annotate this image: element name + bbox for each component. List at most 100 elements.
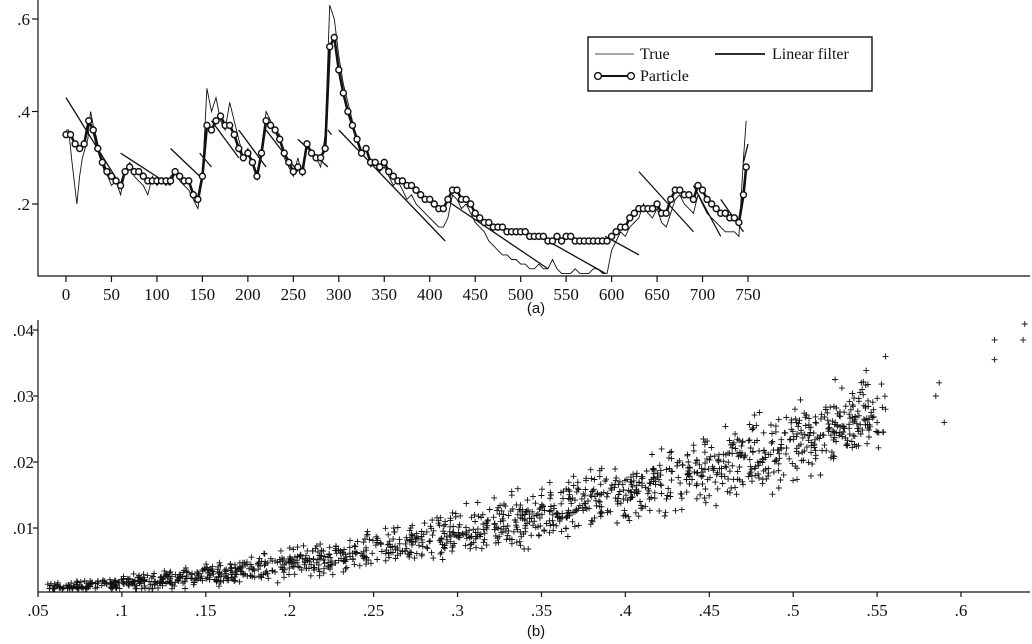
scatter-point bbox=[413, 550, 420, 557]
series-particle-point bbox=[135, 167, 143, 176]
panel-b-x-tick-label: .5 bbox=[787, 601, 800, 620]
legend-particle-marker-left bbox=[593, 71, 603, 81]
scatter-point bbox=[740, 454, 747, 461]
scatter-point bbox=[360, 539, 367, 546]
series-particle-point bbox=[194, 195, 202, 204]
scatter-point bbox=[809, 461, 816, 467]
scatter-point bbox=[775, 467, 782, 474]
panel-b-x-tick-label: .35 bbox=[531, 601, 552, 620]
scatter-point bbox=[514, 526, 521, 533]
scatter-point bbox=[297, 552, 304, 559]
scatter-point bbox=[441, 544, 447, 551]
scatter-point bbox=[668, 477, 675, 484]
scatter-point bbox=[278, 564, 284, 571]
scatter-point bbox=[786, 436, 793, 443]
scatter-point bbox=[788, 419, 795, 426]
scatter-point bbox=[755, 462, 762, 469]
scatter-point bbox=[279, 557, 286, 564]
scatter-point bbox=[494, 507, 501, 514]
scatter-point bbox=[233, 568, 240, 575]
scatter-point bbox=[360, 548, 367, 555]
scatter-point bbox=[183, 568, 190, 575]
scatter-point bbox=[554, 511, 561, 517]
scatter-point bbox=[565, 486, 572, 493]
scatter-point bbox=[523, 508, 530, 515]
scatter-point bbox=[519, 512, 526, 518]
scatter-point bbox=[802, 422, 809, 429]
scatter-point bbox=[651, 495, 658, 502]
scatter-point bbox=[362, 536, 368, 542]
scatter-point bbox=[705, 465, 712, 472]
scatter-point bbox=[767, 451, 774, 458]
scatter-point bbox=[56, 584, 63, 591]
scatter-point bbox=[658, 490, 665, 497]
series-particle-point bbox=[471, 209, 479, 217]
scatter-point bbox=[726, 437, 733, 444]
panel-a-x-tick-label: 200 bbox=[235, 285, 261, 304]
scatter-point bbox=[132, 585, 139, 592]
scatter-point bbox=[725, 476, 732, 483]
series-particle-point bbox=[648, 204, 657, 213]
scatter-point bbox=[692, 460, 699, 467]
series-particle-point bbox=[466, 200, 475, 208]
scatter-point bbox=[846, 398, 853, 405]
scatter-point bbox=[281, 574, 287, 581]
scatter-point bbox=[629, 483, 636, 490]
series-particle-point bbox=[371, 158, 379, 167]
scatter-point bbox=[642, 484, 649, 491]
panel-b-y-tick-label: .01 bbox=[13, 519, 34, 538]
scatter-point bbox=[424, 545, 431, 552]
scatter-point bbox=[639, 473, 646, 480]
scatter-point bbox=[514, 485, 521, 492]
scatter-point bbox=[663, 495, 670, 502]
scatter-point bbox=[831, 403, 837, 410]
series-linear-filter-segment bbox=[238, 129, 267, 168]
scatter-point bbox=[745, 437, 752, 444]
scatter-point bbox=[603, 493, 610, 500]
scatter-point bbox=[808, 472, 814, 479]
scatter-point bbox=[291, 571, 298, 578]
scatter-point bbox=[510, 528, 517, 535]
series-particle-point bbox=[548, 237, 557, 245]
scatter-point bbox=[447, 538, 454, 545]
scatter-point bbox=[264, 559, 271, 566]
scatter-point bbox=[760, 429, 767, 436]
scatter-point bbox=[569, 495, 576, 502]
series-particle-point bbox=[285, 158, 293, 167]
series-particle-point bbox=[498, 223, 507, 231]
scatter-point bbox=[500, 517, 507, 524]
scatter-point bbox=[496, 511, 503, 517]
scatter-point bbox=[769, 438, 776, 445]
scatter-point bbox=[736, 464, 743, 470]
scatter-point bbox=[795, 450, 802, 457]
scatter-point bbox=[722, 463, 729, 470]
scatter-point bbox=[690, 442, 697, 449]
scatter-point bbox=[554, 510, 560, 516]
scatter-point bbox=[203, 575, 210, 582]
scatter-point bbox=[751, 412, 758, 419]
scatter-point bbox=[874, 419, 881, 426]
scatter-point bbox=[652, 481, 659, 488]
scatter-point bbox=[646, 496, 653, 502]
series-particle-point bbox=[348, 121, 357, 130]
scatter-point bbox=[269, 567, 276, 574]
scatter-point bbox=[824, 417, 831, 424]
scatter-point bbox=[528, 532, 535, 539]
scatter-point bbox=[120, 576, 127, 583]
scatter-point bbox=[684, 471, 691, 478]
series-particle-point bbox=[416, 191, 425, 199]
scatter-point bbox=[291, 554, 298, 561]
scatter-point bbox=[749, 426, 756, 433]
panel-b-scatter-chart: .05 .1 .15 .2 .25 .3 .35 .4 .45 .5 .55 .6 .01 .02 .03.… bbox=[13, 320, 1030, 640]
series-particle-point bbox=[303, 140, 311, 148]
scatter-point bbox=[549, 511, 556, 518]
scatter-point bbox=[265, 575, 272, 582]
scatter-point bbox=[473, 544, 479, 551]
scatter-point bbox=[169, 579, 175, 586]
scatter-point bbox=[762, 466, 769, 473]
scatter-point bbox=[157, 580, 164, 587]
legend-linear-filter-label: Linear filter bbox=[772, 46, 850, 63]
scatter-point bbox=[232, 577, 239, 584]
scatter-point bbox=[849, 390, 856, 397]
panel-b-x-tick-label: .6 bbox=[955, 601, 968, 620]
